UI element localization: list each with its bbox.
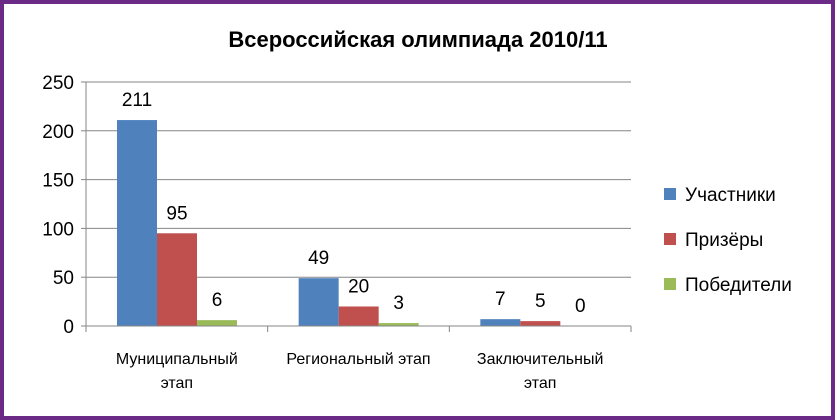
data-label: 0	[575, 296, 586, 317]
category-label: этап	[161, 375, 194, 392]
bar	[480, 319, 521, 326]
data-label: 7	[495, 289, 506, 310]
data-label: 211	[122, 90, 152, 111]
legend-label: Призёры	[685, 230, 763, 251]
data-labels: 211 49 7 95 20 5 6 3 0	[122, 90, 586, 317]
data-label: 49	[308, 248, 329, 269]
chart-title: Всероссийская олимпиада 2010/11	[228, 27, 607, 52]
data-label: 3	[393, 293, 404, 314]
y-tick-label: 200	[42, 122, 74, 143]
legend-swatch	[664, 278, 676, 290]
category-label: этап	[524, 375, 557, 392]
legend-swatch	[664, 188, 676, 200]
legend-label: Победители	[685, 275, 792, 296]
legend-label: Участники	[685, 185, 776, 206]
category-label: Региональный этап	[286, 351, 430, 368]
data-label: 20	[348, 276, 369, 297]
data-label: 5	[535, 291, 546, 312]
y-tick-label: 250	[42, 73, 74, 94]
x-axis-categories: Муниципальный этап Региональный этап Заключ…	[116, 351, 604, 392]
bar	[298, 278, 339, 326]
y-axis-ticks: 0 50 100 150 200 250	[42, 73, 86, 338]
bar	[520, 321, 561, 326]
legend: Участники Призёры Победители	[664, 185, 792, 296]
axes	[85, 82, 632, 332]
bar	[378, 323, 419, 326]
bar	[197, 320, 237, 326]
data-label: 95	[166, 203, 187, 224]
data-label: 6	[212, 290, 223, 311]
y-tick-label: 0	[63, 317, 74, 338]
y-tick-label: 100	[42, 219, 74, 240]
bar	[117, 120, 157, 327]
legend-swatch	[664, 233, 676, 245]
y-tick-label: 50	[53, 268, 74, 289]
category-label: Заключительный	[477, 351, 603, 368]
y-tick-label: 150	[42, 171, 74, 192]
category-label: Муниципальный	[116, 351, 238, 368]
bar	[157, 233, 197, 326]
bar	[338, 306, 379, 326]
bars	[117, 120, 561, 327]
